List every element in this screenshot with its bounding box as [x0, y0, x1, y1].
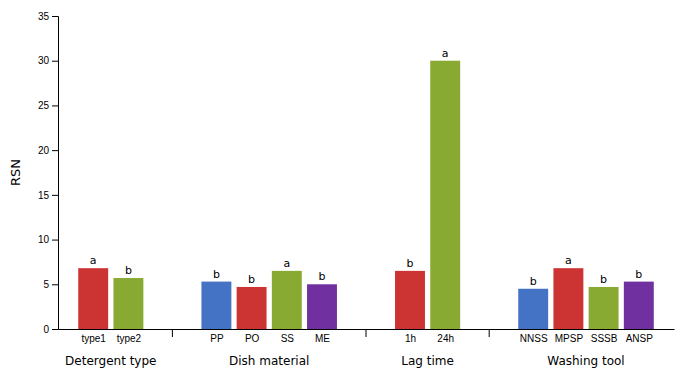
bar [272, 271, 302, 329]
tick: PO [245, 329, 260, 344]
tick-mark [52, 61, 58, 62]
bar [518, 289, 548, 329]
tick-label: MPSP [555, 333, 584, 344]
tick-label: 24h [437, 333, 454, 344]
tick: 1h [405, 329, 416, 344]
group-label: Detergent type [65, 354, 156, 368]
bar [553, 268, 583, 329]
bar [589, 287, 619, 329]
plot: a b b b a b b a b a b b 0 5 10 15 20 25 30 35 type1 type2 PP PO… [38, 11, 675, 368]
tick-label: 20 [38, 145, 50, 156]
group-label: Washing tool [547, 354, 624, 368]
group-label: Lag time [401, 354, 454, 368]
tick-label: 5 [43, 279, 49, 290]
bar [237, 287, 267, 329]
x-axis: type1 type2 PP PO SS ME 1h 24h NNSS MPSP SSSB ANSP [59, 329, 675, 344]
tick: NNSS [520, 329, 548, 344]
annotation: b [319, 270, 326, 283]
tick: 24h [437, 329, 454, 344]
bar [78, 268, 108, 329]
group-separator [366, 329, 367, 337]
bar [624, 282, 654, 329]
tick: 15 [38, 190, 58, 201]
annotation: a [283, 257, 290, 270]
tick-label: PP [210, 333, 224, 344]
chart: a b b b a b b a b a b b 0 5 10 15 20 25 30 35 type1 type2 PP PO… [0, 0, 690, 387]
y-axis-title: RSN [8, 159, 23, 186]
tick: 5 [43, 279, 58, 290]
tick: type2 [117, 329, 142, 344]
annotation: b [635, 268, 642, 281]
tick: 30 [38, 55, 58, 66]
annotation: b [600, 273, 607, 286]
tick-label: 35 [38, 11, 50, 22]
tick: 25 [38, 100, 58, 111]
tick: MPSP [555, 329, 584, 344]
annotation: b [248, 273, 255, 286]
tick-label: type2 [117, 333, 142, 344]
tick-label: type1 [81, 333, 106, 344]
tick: 0 [43, 324, 58, 335]
tick-label: 1h [405, 333, 416, 344]
annotation: b [530, 275, 537, 288]
tick: PP [210, 329, 224, 344]
tick-mark [52, 240, 58, 241]
tick-mark [52, 150, 58, 151]
tick-label: SS [281, 333, 295, 344]
tick: SS [281, 329, 295, 344]
tick-label: 30 [38, 55, 50, 66]
tick-label: 15 [38, 190, 50, 201]
annotation: a [565, 254, 572, 267]
tick: 20 [38, 145, 58, 156]
bar [113, 278, 143, 329]
group-separator [489, 329, 490, 337]
tick: type1 [81, 329, 106, 344]
annotation: a [90, 254, 97, 267]
tick: SSSB [591, 329, 618, 344]
tick-label: PO [245, 333, 260, 344]
bar [395, 271, 425, 329]
annotation: b [407, 257, 414, 270]
tick-label: SSSB [591, 333, 618, 344]
group-separator [172, 329, 173, 337]
tick-mark [52, 284, 58, 285]
tick-label: 25 [38, 100, 50, 111]
tick: 10 [38, 234, 58, 245]
tick-mark [52, 105, 58, 106]
annotation: b [213, 268, 220, 281]
bars [78, 61, 654, 329]
y-axis: 0 5 10 15 20 25 30 35 [38, 11, 59, 335]
tick: ANSP [626, 329, 654, 344]
bar [307, 284, 337, 329]
tick-mark [52, 195, 58, 196]
tick-mark [52, 329, 58, 330]
tick: 35 [38, 11, 58, 22]
group-labels: Detergent type Dish material Lag time Washi… [65, 354, 625, 368]
tick: ME [315, 329, 330, 344]
tick-label: ME [315, 333, 330, 344]
tick-label: ANSP [626, 333, 654, 344]
annotation: b [125, 264, 132, 277]
bar [201, 282, 231, 329]
bar [430, 61, 460, 329]
tick-label: NNSS [520, 333, 548, 344]
annotation: a [442, 47, 449, 60]
group-separators [172, 329, 489, 337]
tick-label: 10 [38, 234, 50, 245]
tick-mark [52, 16, 58, 17]
group-label: Dish material [229, 354, 309, 368]
annotations: a b b b a b b a b a b b [90, 47, 642, 288]
axis-line [52, 17, 59, 330]
tick-label: 0 [43, 324, 49, 335]
